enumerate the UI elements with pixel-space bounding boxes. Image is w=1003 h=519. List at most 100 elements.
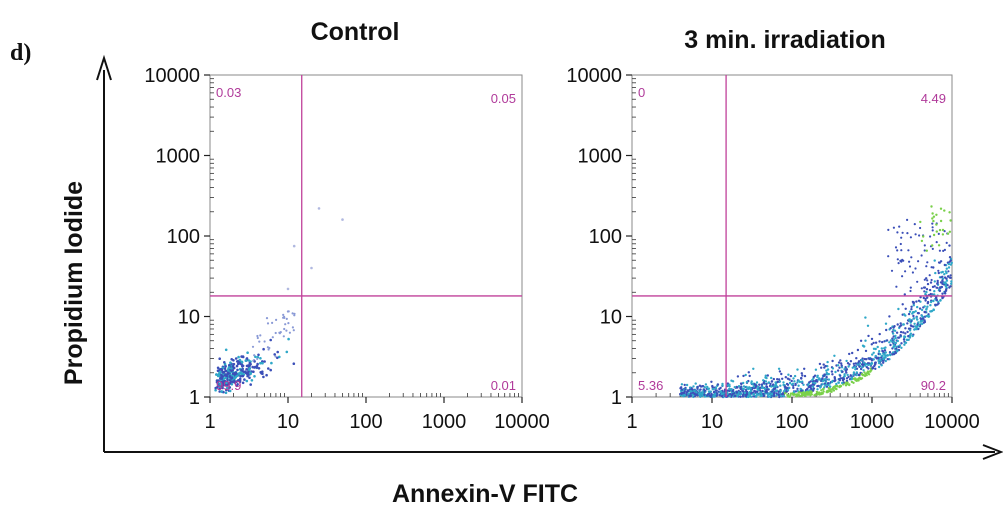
scatter-point	[882, 352, 885, 355]
scatter-point	[825, 385, 829, 388]
scatter-point	[253, 354, 256, 357]
scatter-point	[837, 381, 840, 384]
scatter-point	[718, 394, 721, 397]
scatter-point	[726, 389, 729, 392]
scatter-point	[819, 384, 822, 388]
scatter-point	[255, 366, 259, 369]
scatter-point	[872, 351, 875, 354]
scatter-point	[248, 364, 251, 368]
scatter-point	[816, 384, 819, 388]
scatter-point	[231, 380, 235, 384]
scatter-point	[227, 369, 230, 372]
y-tick-label: 10000	[566, 65, 622, 87]
scatter-point	[945, 271, 948, 275]
scatter-point	[930, 278, 933, 282]
scatter-point	[909, 286, 912, 289]
scatter-point	[930, 205, 933, 208]
scatter-point	[925, 290, 928, 294]
scatter-point	[766, 374, 769, 377]
scatter-point	[220, 368, 224, 371]
scatter-point	[862, 374, 865, 377]
scatter-point	[816, 388, 819, 391]
scatter-point	[235, 364, 239, 368]
scatter-point	[230, 376, 234, 380]
scatter-point	[948, 230, 952, 233]
scatter-point	[715, 389, 718, 392]
scatter-point	[849, 374, 852, 377]
scatter-point	[865, 358, 868, 361]
scatter-point	[932, 233, 936, 237]
scatter-point	[777, 367, 781, 370]
scatter-point	[943, 248, 947, 251]
scatter-point	[813, 394, 816, 397]
scatter-point	[835, 382, 838, 386]
scatter-point	[908, 329, 912, 332]
scatter-point	[251, 345, 255, 348]
scatter-point	[285, 350, 289, 354]
scatter-point	[932, 299, 935, 302]
scatter-point	[872, 347, 876, 350]
scatter-point	[750, 392, 753, 395]
scatter-point	[226, 386, 229, 390]
scatter-point	[797, 384, 800, 387]
scatter-point	[227, 366, 231, 369]
scatter-point	[948, 256, 952, 259]
scatter-point	[908, 336, 912, 339]
scatter-point	[909, 332, 913, 335]
scatter-point	[271, 321, 274, 324]
scatter-point	[249, 383, 252, 386]
scatter-point	[867, 357, 870, 360]
scatter-point	[923, 244, 926, 247]
scatter-point	[789, 374, 793, 378]
scatter-point	[899, 330, 903, 334]
scatter-point	[935, 223, 938, 226]
scatter-point	[834, 370, 837, 374]
scatter-point	[764, 374, 767, 377]
scatter-point	[947, 275, 950, 278]
scatter-point	[810, 387, 813, 390]
scatter-point	[266, 346, 269, 349]
scatter-point	[912, 317, 916, 320]
scatter-point	[685, 383, 689, 387]
scatter-point	[733, 395, 736, 398]
scatter-point	[839, 374, 842, 377]
scatter-point	[912, 311, 916, 314]
scatter-point	[778, 395, 781, 399]
scatter-point	[742, 387, 745, 391]
scatter-point	[256, 357, 259, 360]
scatter-point	[939, 281, 943, 284]
scatter-point	[920, 314, 923, 317]
scatter-point	[906, 322, 909, 325]
scatter-point	[872, 341, 875, 345]
scatter-point	[908, 310, 912, 313]
scatter-point	[924, 297, 927, 300]
scatter-point	[719, 390, 723, 393]
scatter-point	[919, 220, 922, 224]
scatter-point	[800, 377, 803, 380]
scatter-point	[244, 359, 248, 362]
scatter-point	[271, 336, 274, 339]
scatter-point	[257, 353, 260, 357]
scatter-point	[707, 390, 711, 393]
scatter-point	[882, 361, 885, 364]
scatter-point	[874, 341, 878, 344]
x-tick-label: 1000	[422, 411, 467, 433]
scatter-point	[809, 394, 812, 397]
scatter-point	[854, 368, 857, 371]
scatter-point	[256, 334, 259, 338]
scatter-point	[748, 386, 751, 389]
scatter-point	[230, 369, 233, 373]
scatter-point	[774, 389, 778, 393]
scatter-point	[936, 279, 939, 283]
scatter-point	[720, 392, 723, 396]
scatter-point	[900, 249, 903, 252]
scatter-point	[945, 277, 948, 280]
scatter-point	[840, 364, 843, 367]
x-tick-label: 1	[204, 411, 215, 433]
scatter-point	[927, 315, 931, 318]
scatter-point	[904, 270, 907, 273]
scatter-point	[709, 390, 712, 393]
scatter-point	[249, 371, 252, 375]
scatter-point	[831, 367, 835, 370]
scatter-point	[282, 313, 285, 316]
